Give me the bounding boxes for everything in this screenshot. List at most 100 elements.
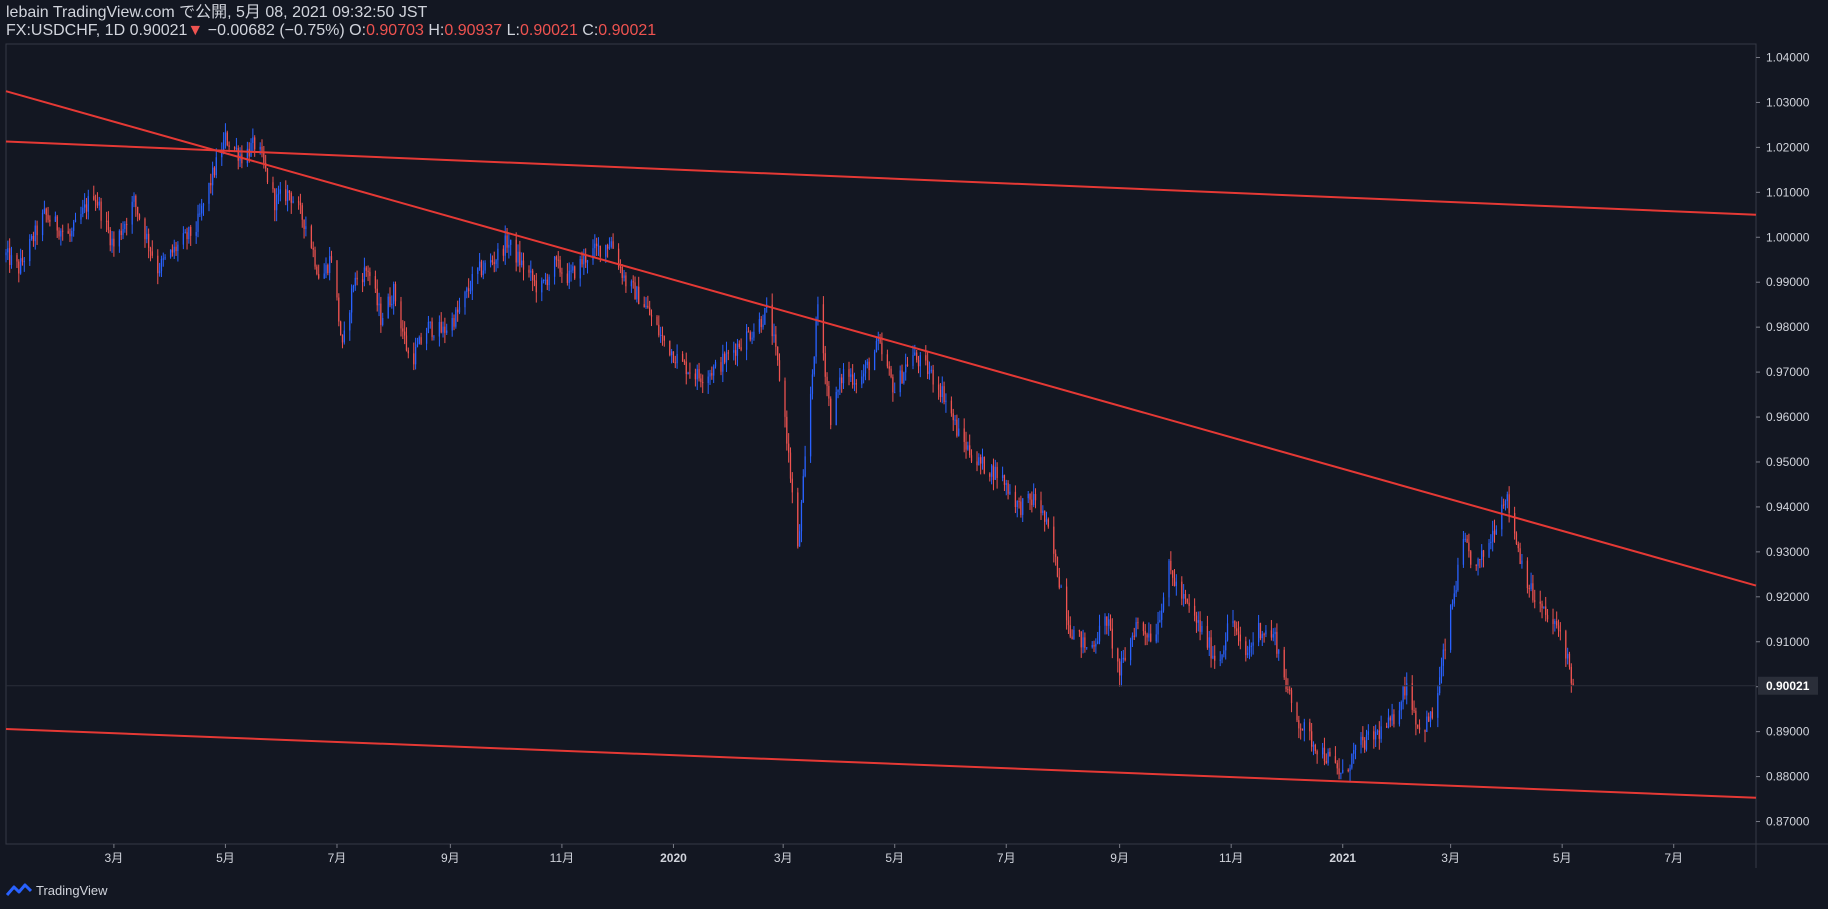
candle-body (1073, 630, 1075, 640)
candle-body (1137, 622, 1139, 624)
candle-body (1283, 649, 1285, 678)
low-value: 0.90021 (520, 22, 578, 39)
candle-body (440, 321, 442, 333)
candle-body (164, 257, 166, 259)
candle-body (1530, 583, 1532, 589)
price-tick-label: 0.87000 (1766, 815, 1810, 829)
candle-body (1365, 734, 1368, 750)
candle-body (1120, 659, 1123, 676)
candle-body (638, 286, 640, 305)
price-tick-label: 1.04000 (1766, 50, 1810, 64)
candle-body (224, 132, 227, 141)
candle-body (828, 385, 830, 399)
candle-body (623, 275, 625, 278)
candle-body (1250, 645, 1252, 647)
candle-body (1380, 726, 1382, 739)
candle-body (764, 307, 766, 325)
candle-body (541, 280, 543, 293)
candle-body (1078, 630, 1081, 632)
brand-text: TradingView (36, 882, 108, 898)
candle-body (689, 372, 691, 374)
candle-body (1468, 542, 1470, 552)
candle-body (87, 196, 89, 212)
candle-body (727, 352, 729, 354)
candle-body (5, 252, 7, 256)
candle-body (1437, 693, 1439, 718)
candle-body (965, 441, 967, 450)
candle-body (969, 445, 971, 456)
last-price-label-bg (1758, 676, 1818, 695)
candle-body (1444, 649, 1446, 651)
candle-body (330, 256, 333, 261)
candle-body (349, 312, 351, 331)
candle-body (1206, 626, 1209, 648)
candle-body (363, 267, 366, 283)
footer-brand[interactable]: TradingView (6, 880, 108, 900)
candle-body (374, 276, 377, 289)
candle-body (502, 248, 505, 256)
candle-body (707, 376, 709, 383)
trendline (5, 90, 1757, 587)
candle-body (126, 223, 128, 225)
candle-body (1276, 631, 1278, 654)
candle-body (1464, 538, 1466, 540)
candle-body (1556, 621, 1558, 626)
candle-body (745, 331, 748, 350)
candle-body (469, 290, 472, 292)
candle-body (71, 230, 73, 237)
candle-body (650, 315, 653, 317)
candle-body (1221, 654, 1223, 660)
last-price-label: 0.90021 (1766, 679, 1810, 693)
candle-body (722, 353, 724, 372)
candle-body (1245, 641, 1247, 656)
candle-body (566, 273, 569, 283)
candle-body (275, 194, 278, 211)
candle-body (1111, 628, 1113, 649)
publish-info: lebain TradingView.com で公開, 5月 08, 2021 … (6, 4, 428, 21)
ohlc-legend: FX:USDCHF, 1D 0.90021▼ −0.00682 (−0.75%)… (6, 22, 1406, 40)
plot-frame (5, 43, 1757, 845)
candle-body (1570, 666, 1572, 684)
candle-body (932, 369, 934, 385)
candle-body (195, 231, 197, 236)
time-tick-label: 2021 (1329, 851, 1356, 865)
candle-body (1007, 483, 1009, 494)
candle-body (517, 251, 519, 263)
time-tick-label: 9月 (441, 851, 460, 865)
candle-body (228, 145, 230, 147)
candle-body (826, 376, 828, 386)
candle-body (382, 318, 384, 325)
candle-body (634, 282, 636, 300)
candle-body (427, 321, 430, 334)
candle-body (848, 369, 850, 377)
candle-body (1393, 714, 1395, 725)
candle-body (1504, 501, 1507, 505)
time-tick-label: 3月 (774, 851, 793, 865)
candle-body (336, 260, 338, 298)
candle-body (555, 256, 558, 260)
candle-series (5, 123, 1574, 782)
candle-body (608, 246, 611, 249)
candle-body (1129, 639, 1132, 661)
candle-body (1312, 744, 1315, 747)
candle-body (753, 331, 755, 338)
time-tick-label: 7月 (1664, 851, 1683, 865)
candle-body (990, 465, 993, 477)
time-axis[interactable]: 3月 5月 7月 9月 11月 2020 3月 5月 7月 9月 11月 2021 3月 5月 7月 (105, 844, 1684, 865)
candle-body (376, 288, 378, 306)
candle-body (548, 276, 550, 286)
candle-body (1482, 550, 1485, 557)
candle-body (318, 274, 320, 279)
candle-body (105, 220, 108, 222)
candle-body (841, 377, 843, 384)
candle-body (1226, 623, 1229, 641)
candle-body (702, 382, 704, 384)
chart-header: lebain TradingView.com で公開, 5月 08, 2021 … (6, 4, 1406, 40)
candle-body (672, 351, 675, 363)
candle-body (265, 162, 267, 169)
candle-body (1417, 724, 1419, 728)
price-axis[interactable]: 1.04000 1.03000 1.02000 1.01000 1.00000 0.990… (1756, 50, 1810, 829)
candle-body (917, 359, 920, 367)
candle-body (1173, 577, 1176, 587)
